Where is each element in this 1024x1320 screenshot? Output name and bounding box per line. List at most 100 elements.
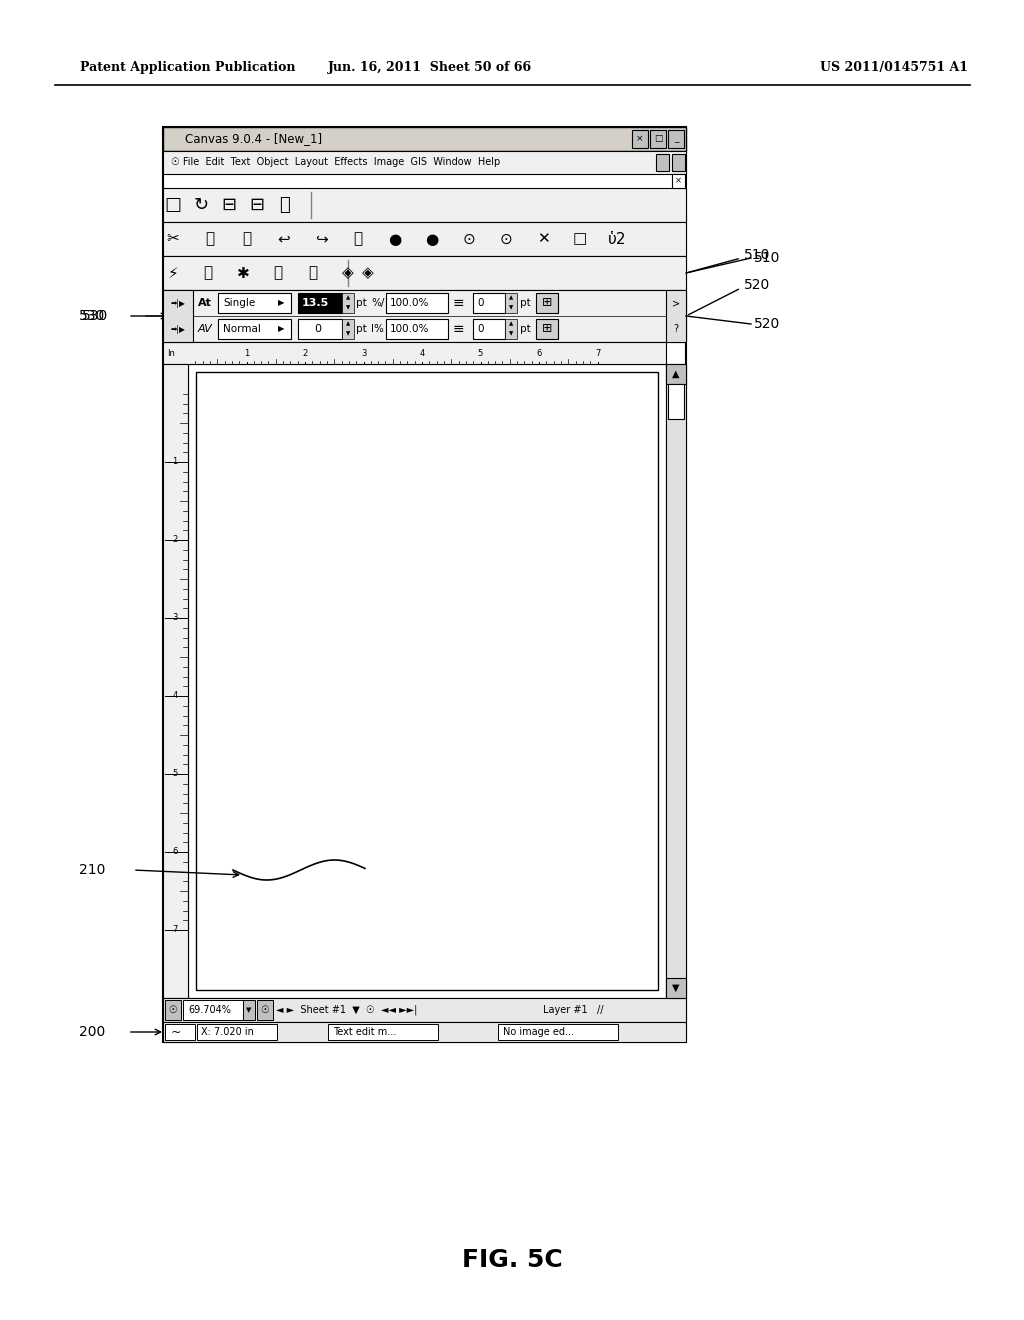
Text: ↩: ↩ [278,231,291,247]
Text: ὑ2: ὑ2 [608,231,627,247]
Text: ⧉: ⧉ [243,231,252,247]
Text: ▲: ▲ [346,322,350,326]
Bar [163,256,686,290]
Text: 0: 0 [477,298,483,308]
Text: Canvas 9.0.4 - [New_1]: Canvas 9.0.4 - [New_1] [185,132,323,145]
Bar [218,319,291,339]
Bar [668,384,684,418]
Bar [342,293,354,313]
Bar [163,290,686,342]
Bar [536,319,558,339]
Text: ⊙: ⊙ [463,231,475,247]
Text: 5: 5 [172,770,177,779]
Text: US 2011/0145751 A1: US 2011/0145751 A1 [820,62,968,74]
Text: 0: 0 [477,323,483,334]
Text: ◈: ◈ [362,265,374,281]
Bar [163,364,188,998]
Text: At: At [198,298,212,308]
Text: l%: l% [371,323,384,334]
Bar [197,1024,278,1040]
Text: X: 7.020 in: X: 7.020 in [201,1027,254,1038]
Text: ▼: ▼ [346,331,350,337]
Text: ×: × [636,135,644,144]
Text: ▼: ▼ [247,1007,252,1012]
Text: ☉: ☉ [261,1005,269,1015]
Text: ⧉: ⧉ [206,231,215,247]
Bar [298,293,342,313]
Bar [163,187,686,222]
Text: 200: 200 [79,1026,105,1039]
Text: pt: pt [520,323,530,334]
Text: Text edit m...: Text edit m... [333,1027,396,1038]
Text: ✕: ✕ [537,231,549,247]
Text: 530: 530 [82,309,108,323]
Text: 3: 3 [172,614,178,623]
Text: ▼: ▼ [509,331,513,337]
Text: FIG. 5C: FIG. 5C [462,1247,562,1272]
Text: ◄ ►  Sheet #1  ▼  ☉  ◄◄ ►►|: ◄ ► Sheet #1 ▼ ☉ ◄◄ ►►| [276,1005,418,1015]
Text: 520: 520 [744,279,770,292]
Text: ⎕: ⎕ [273,265,283,281]
Text: pt: pt [356,298,367,308]
Text: ⊞: ⊞ [542,322,552,335]
Text: ⌕: ⌕ [308,265,317,281]
Text: Patent Application Publication: Patent Application Publication [80,62,296,74]
Bar [163,998,686,1022]
Bar [473,319,505,339]
Bar [650,129,666,148]
Bar [386,319,449,339]
Text: ●: ● [388,231,401,247]
Text: 1: 1 [172,458,177,466]
Text: AV: AV [198,323,213,334]
Text: 100.0%: 100.0% [390,323,429,334]
Bar [163,1022,686,1041]
Text: ×: × [675,177,682,186]
Text: ?: ? [674,323,679,334]
Text: ▶: ▶ [278,298,285,308]
Text: 3: 3 [360,348,367,358]
Text: ➡|▶: ➡|▶ [171,325,186,334]
Text: ▲: ▲ [509,322,513,326]
Bar [163,342,666,364]
Text: 210: 210 [79,863,105,876]
Text: Jun. 16, 2011  Sheet 50 of 66: Jun. 16, 2011 Sheet 50 of 66 [328,62,532,74]
Text: ↻: ↻ [194,195,209,214]
Text: 6: 6 [172,847,178,857]
Text: 7: 7 [595,348,600,358]
Bar [498,1024,618,1040]
Bar [632,129,648,148]
Text: pt: pt [520,298,530,308]
Text: 69.704%: 69.704% [188,1005,230,1015]
Text: Normal: Normal [223,323,261,334]
Bar [298,319,342,339]
Bar [163,127,686,150]
Text: ▼: ▼ [672,983,680,993]
Bar [386,293,449,313]
Text: 2: 2 [172,536,177,544]
Bar [165,1024,195,1040]
Text: ✱: ✱ [237,265,250,281]
Bar [163,127,686,1041]
Bar [505,293,517,313]
Bar [196,372,658,990]
Text: ▲: ▲ [672,370,680,379]
Text: 2: 2 [302,348,307,358]
Text: ▲: ▲ [509,296,513,301]
Bar [473,293,505,313]
Bar [165,1001,181,1020]
Text: 510: 510 [754,251,780,265]
Bar [243,1001,255,1020]
Text: ▼: ▼ [509,305,513,310]
Text: ⊟: ⊟ [221,195,237,214]
Text: ●: ● [425,231,438,247]
Text: 1: 1 [244,348,249,358]
Text: 4: 4 [420,348,425,358]
Text: No image ed...: No image ed... [503,1027,574,1038]
Bar [188,364,666,998]
Text: □: □ [653,135,663,144]
Text: 510: 510 [744,248,770,261]
Text: 0: 0 [314,323,321,334]
Bar [672,154,685,172]
Text: ↪: ↪ [314,231,328,247]
Bar [163,150,686,174]
